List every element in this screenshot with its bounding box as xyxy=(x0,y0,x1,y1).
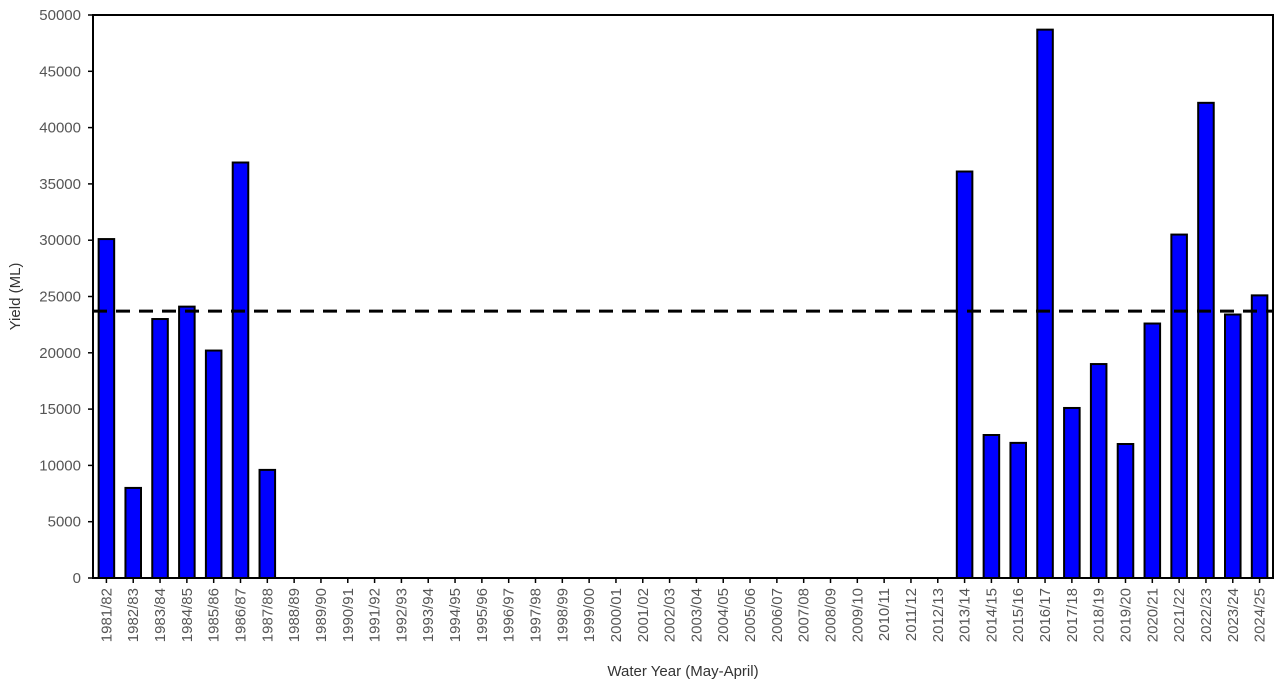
x-tick-label: 2012/13 xyxy=(930,588,947,642)
bar-2013-14 xyxy=(955,170,974,579)
y-tick-label: 25000 xyxy=(39,289,81,306)
x-ticks-layer: 1981/82 1982/83 1983/84 1984/85 1985/86 1986/… xyxy=(98,578,1269,642)
x-tick-label: 1981/82 xyxy=(98,588,115,642)
x-tick-label: 2001/02 xyxy=(635,588,652,642)
x-tick-label: 2021/22 xyxy=(1171,588,1188,642)
y-tick-label: 5000 xyxy=(48,514,81,531)
y-tick-label: 10000 xyxy=(39,457,81,474)
x-tick-label: 1997/98 xyxy=(528,588,545,642)
bar-1987-88 xyxy=(258,468,277,579)
x-tick-label: 2007/08 xyxy=(796,588,813,642)
x-tick-label: 2017/18 xyxy=(1064,588,1081,642)
x-tick-label: 2019/20 xyxy=(1118,588,1135,642)
x-tick-label: 2023/24 xyxy=(1225,588,1242,642)
x-tick-label: 2016/17 xyxy=(1037,588,1054,642)
bar-2021-22 xyxy=(1170,233,1188,579)
bar-1986-87 xyxy=(231,161,250,579)
bar-2024-25 xyxy=(1250,294,1269,579)
y-tick-label: 15000 xyxy=(39,401,81,418)
bar-1982-83 xyxy=(124,486,142,580)
bar-2016-17 xyxy=(1036,28,1054,579)
x-tick-label: 1986/87 xyxy=(233,588,250,642)
x-tick-label: 1994/95 xyxy=(447,588,464,642)
x-tick-label: 2024/25 xyxy=(1252,588,1269,642)
x-tick-label: 1988/89 xyxy=(286,588,303,642)
x-tick-label: 1999/00 xyxy=(581,588,598,642)
y-tick-label: 45000 xyxy=(39,63,81,80)
bar-2017-18 xyxy=(1063,406,1081,579)
x-tick-label: 1987/88 xyxy=(259,588,276,642)
x-tick-label: 2006/07 xyxy=(769,588,786,642)
x-tick-label: 2013/14 xyxy=(957,588,974,642)
x-tick-label: 2015/16 xyxy=(1010,588,1027,642)
x-tick-label: 1998/99 xyxy=(554,588,571,642)
x-tick-label: 1985/86 xyxy=(206,588,223,642)
x-tick-label: 2014/15 xyxy=(983,588,1000,642)
x-axis-title: Water Year (May-April) xyxy=(607,663,758,680)
x-tick-label: 1995/96 xyxy=(474,588,491,642)
bar-1985-86 xyxy=(204,349,223,579)
x-tick-label: 1989/90 xyxy=(313,588,330,642)
y-ticks-layer: 0 5000 10000 15000 20000 25000 30000 35000 40000… xyxy=(39,7,93,587)
x-tick-label: 2009/10 xyxy=(849,588,866,642)
x-tick-label: 2010/11 xyxy=(876,588,893,641)
x-tick-label: 2018/19 xyxy=(1091,588,1108,642)
x-tick-label: 1984/85 xyxy=(179,588,196,642)
y-tick-label: 30000 xyxy=(39,232,81,249)
y-tick-label: 50000 xyxy=(39,7,81,24)
x-tick-label: 2020/21 xyxy=(1144,588,1161,642)
x-tick-label: 2002/03 xyxy=(662,588,679,642)
bar-1984-85 xyxy=(178,305,196,579)
bars-layer xyxy=(97,28,1269,580)
bar-2020-21 xyxy=(1143,322,1162,579)
bar-2018-19 xyxy=(1089,363,1108,579)
x-tick-label: 2011/12 xyxy=(903,588,920,641)
x-tick-label: 1982/83 xyxy=(125,588,142,642)
x-tick-label: 2000/01 xyxy=(608,588,625,642)
x-tick-label: 2005/06 xyxy=(742,588,759,642)
x-tick-label: 2004/05 xyxy=(715,588,732,642)
x-tick-label: 1990/91 xyxy=(340,588,357,642)
x-tick-label: 2022/23 xyxy=(1198,588,1215,642)
x-tick-label: 1983/84 xyxy=(152,588,169,642)
x-tick-label: 1992/93 xyxy=(393,588,410,642)
x-tick-label: 1996/97 xyxy=(501,588,518,642)
x-tick-label: 2003/04 xyxy=(688,588,705,642)
y-tick-label: 0 xyxy=(73,570,81,587)
bar-2019-20 xyxy=(1116,443,1135,580)
bar-1983-84 xyxy=(151,318,169,579)
bar-2014-15 xyxy=(982,434,1001,579)
bar-2015-16 xyxy=(1009,441,1028,579)
y-axis-title: Yield (ML) xyxy=(7,263,24,331)
x-tick-label: 1993/94 xyxy=(420,588,437,642)
x-tick-label: 2008/09 xyxy=(823,588,840,642)
bar-1981-82 xyxy=(97,238,116,579)
bar-2022-23 xyxy=(1197,101,1215,580)
y-tick-label: 35000 xyxy=(39,176,81,193)
y-tick-label: 40000 xyxy=(39,120,81,137)
x-tick-label: 1991/92 xyxy=(367,588,384,642)
bar-2023-24 xyxy=(1224,313,1242,579)
y-tick-label: 20000 xyxy=(39,345,81,362)
